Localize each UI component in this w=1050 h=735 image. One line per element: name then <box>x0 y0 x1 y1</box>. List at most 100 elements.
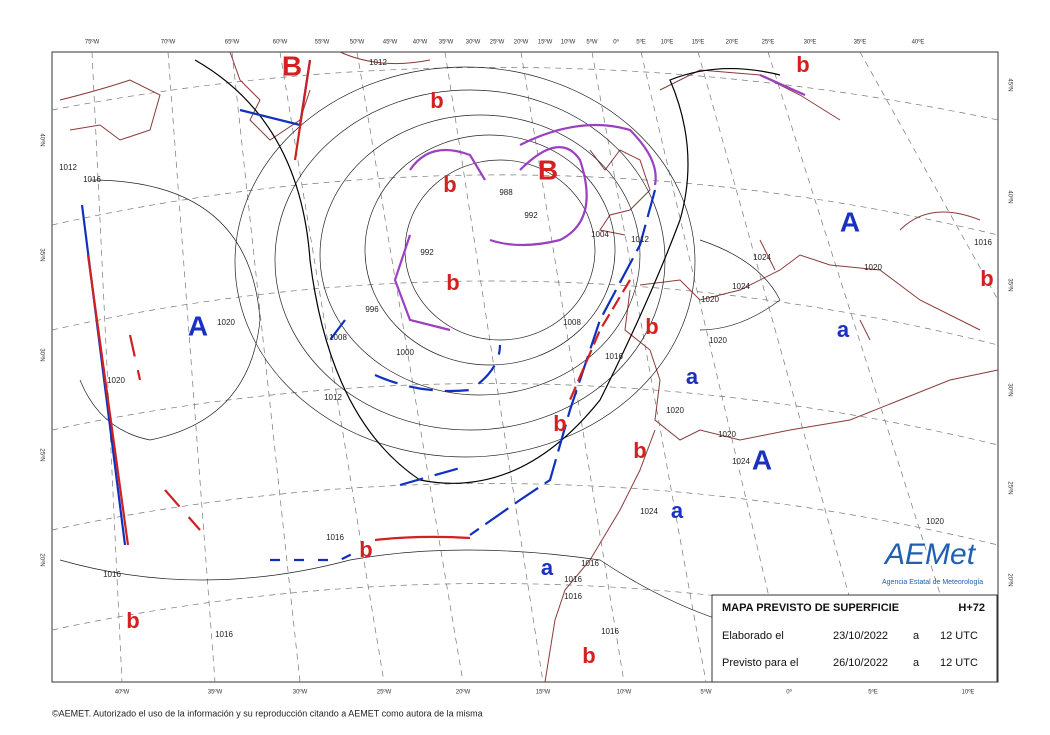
isobar-label: 1016 <box>605 352 623 361</box>
latitude-label: 35ºN <box>38 248 45 261</box>
isobar-label: 1020 <box>718 430 736 439</box>
longitude-label: 35ºW <box>208 689 223 696</box>
info-valid-time: 12 UTC <box>940 657 978 669</box>
pressure-center: A <box>840 206 860 237</box>
longitude-label: 10ºE <box>962 689 975 696</box>
info-issued-label: Elaborado el <box>722 630 784 642</box>
pressure-center: a <box>837 317 850 342</box>
graticule <box>51 51 999 683</box>
isobar-label: 1016 <box>974 238 992 247</box>
logo-agency: Agencia Estatal de Meteorología <box>882 579 983 586</box>
isobar-label: 1016 <box>326 533 344 542</box>
pressure-center: a <box>686 364 699 389</box>
longitude-label: 5ºW <box>586 39 598 46</box>
isobar-label: 1012 <box>631 235 649 244</box>
longitude-label: 20ºW <box>514 39 529 46</box>
isobar-label: 992 <box>420 248 434 257</box>
longitude-label: 10ºE <box>661 39 674 46</box>
longitude-label: 0º <box>786 689 792 696</box>
longitude-label: 70ºW <box>161 39 176 46</box>
latitude-label: 20ºN <box>38 553 45 566</box>
longitude-label: 40ºW <box>413 39 428 46</box>
isobar-label: 988 <box>499 188 513 197</box>
isobar-label: 1020 <box>701 295 719 304</box>
pressure-center: B <box>282 50 302 81</box>
isobar-label: 1012 <box>369 58 387 67</box>
longitude-label: 5ºE <box>868 689 878 696</box>
longitude-label: 60ºW <box>273 39 288 46</box>
info-title: MAPA PREVISTO DE SUPERFICIE <box>722 602 899 614</box>
isobar-label: 1020 <box>217 318 235 327</box>
isobar-label: 1016 <box>601 627 619 636</box>
latitude-label: 40ºN <box>38 133 45 146</box>
longitude-label: 40ºE <box>912 39 925 46</box>
isobar-label: 1004 <box>591 230 609 239</box>
isobar-label: 1016 <box>83 175 101 184</box>
longitude-label: 65ºW <box>225 39 240 46</box>
isobar-label: 1016 <box>581 559 599 568</box>
isobar-label: 1008 <box>563 318 581 327</box>
latitude-label: 40ºN <box>1006 190 1013 203</box>
isobar-label: 1020 <box>666 406 684 415</box>
isobar-label: 1020 <box>864 263 882 272</box>
pressure-center: A <box>752 444 772 475</box>
logo-name: AEMet <box>883 538 977 571</box>
isobar-label: 1024 <box>732 457 750 466</box>
info-lead: H+72 <box>958 602 985 614</box>
isobar-label: 1012 <box>324 393 342 402</box>
longitude-label: 30ºE <box>804 39 817 46</box>
isobar-label: 1008 <box>329 333 347 342</box>
isobar-label: 996 <box>365 305 379 314</box>
longitude-label: 35ºW <box>439 39 454 46</box>
pressure-center: b <box>796 52 809 77</box>
pressure-center: b <box>430 88 443 113</box>
isobar-label: 1012 <box>59 163 77 172</box>
longitude-label: 50ºW <box>350 39 365 46</box>
longitude-label: 25ºW <box>377 689 392 696</box>
isobar-label: 992 <box>524 211 538 220</box>
longitude-label: 35ºE <box>854 39 867 46</box>
pressure-center: a <box>671 498 684 523</box>
isobar-label: 1020 <box>107 376 125 385</box>
pressure-center: b <box>645 314 658 339</box>
longitude-label: 25ºE <box>762 39 775 46</box>
info-box <box>711 594 998 683</box>
longitude-label: 40ºW <box>115 689 130 696</box>
longitude-label: 30ºW <box>466 39 481 46</box>
latitude-label: 25ºN <box>1006 481 1013 494</box>
info-issued-time: 12 UTC <box>940 630 978 642</box>
pressure-center: b <box>443 172 456 197</box>
isobar-label: 1020 <box>926 517 944 526</box>
info-valid-at: a <box>913 657 920 669</box>
isobar-label: 1016 <box>103 570 121 579</box>
latitude-label: 25ºN <box>38 448 45 461</box>
info-issued-at: a <box>913 630 920 642</box>
copyright: ©AEMET. Autorizado el uso de la informac… <box>52 708 483 718</box>
pressure-center: A <box>188 310 208 341</box>
isobar-label: 1024 <box>640 507 658 516</box>
longitude-label: 25ºW <box>490 39 505 46</box>
longitude-label: 20ºW <box>456 689 471 696</box>
longitude-label: 5ºE <box>636 39 646 46</box>
isobar-label: 1024 <box>732 282 750 291</box>
pressure-center: B <box>538 154 558 185</box>
latitude-label: 20ºN <box>1006 573 1013 586</box>
latitude-label: 35ºN <box>1006 278 1013 291</box>
pressure-center: b <box>553 411 566 436</box>
longitude-label: 0º <box>613 39 619 46</box>
info-valid-label: Previsto para el <box>722 657 798 669</box>
longitude-label: 5ºW <box>700 689 712 696</box>
isobar-label: 1020 <box>709 336 727 345</box>
info-valid-date: 26/10/2022 <box>833 657 888 669</box>
longitude-label: 15ºE <box>692 39 705 46</box>
longitude-label: 45ºW <box>383 39 398 46</box>
pressure-center: b <box>980 266 993 291</box>
pressure-center: b <box>582 643 595 668</box>
pressure-center: b <box>633 438 646 463</box>
pressure-center: b <box>359 537 372 562</box>
longitude-label: 15ºW <box>538 39 553 46</box>
longitude-label: 20ºE <box>726 39 739 46</box>
pressure-center: a <box>541 555 554 580</box>
